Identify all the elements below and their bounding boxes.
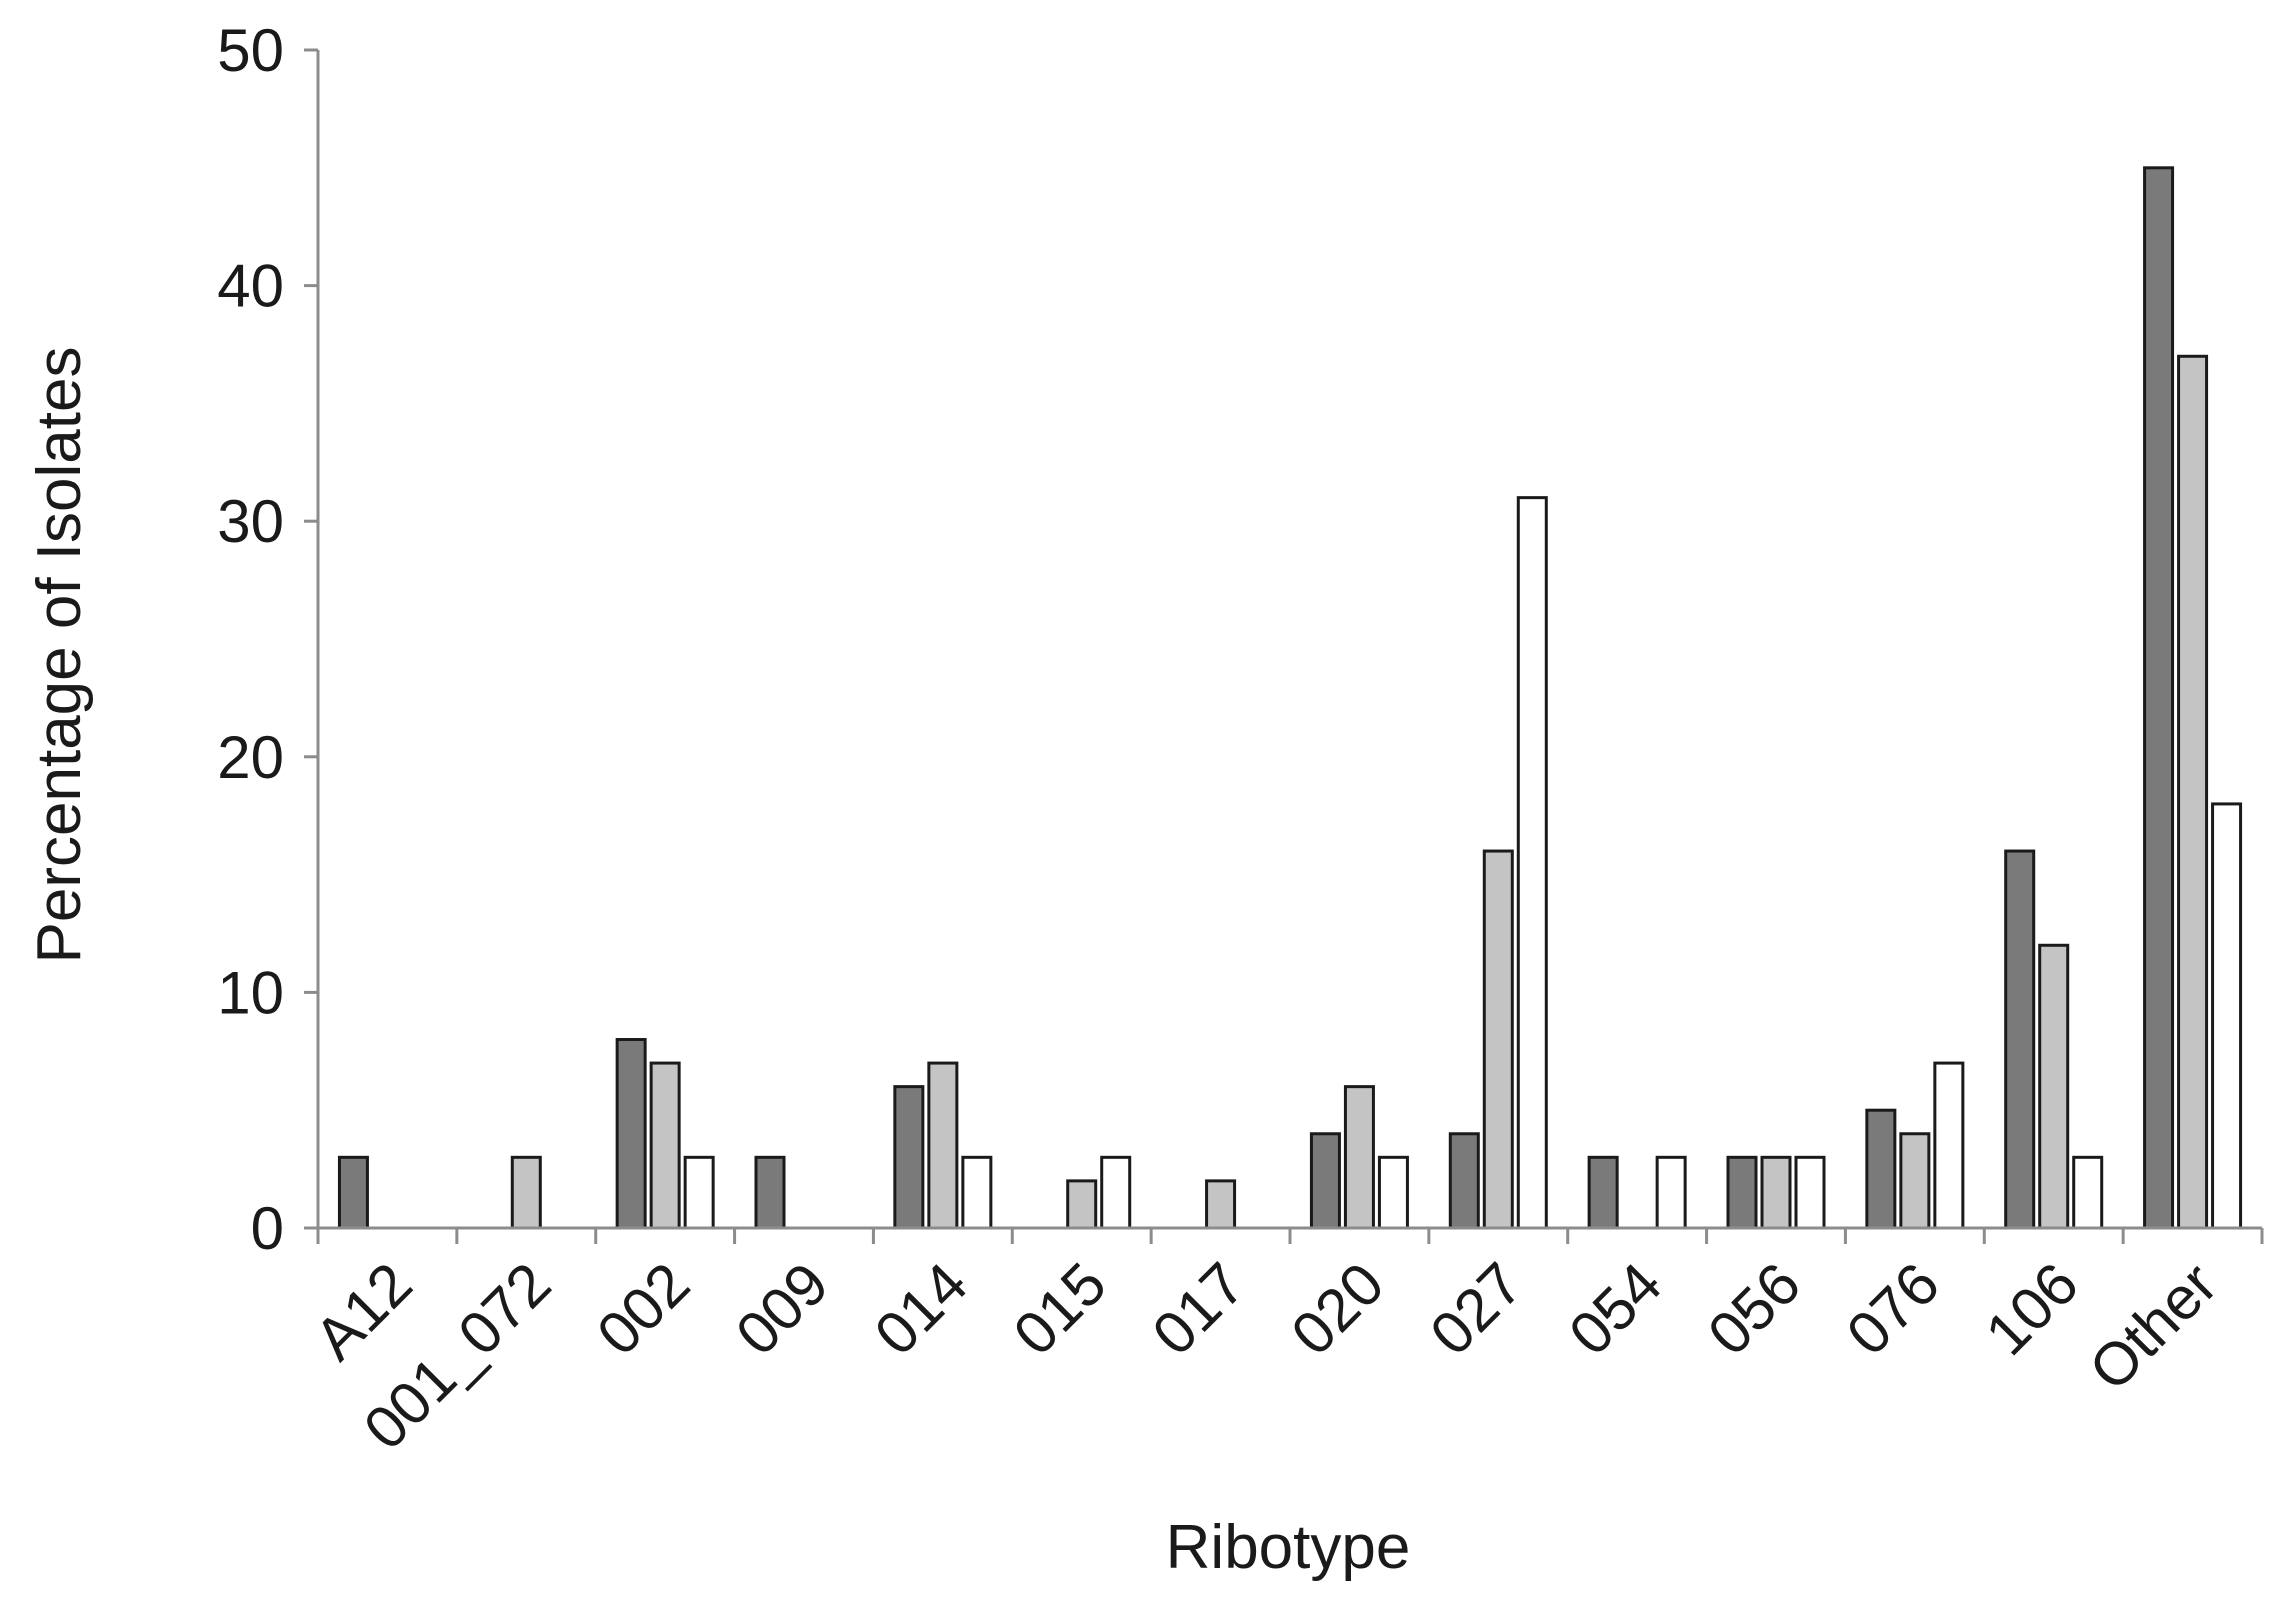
y-axis-ticks: 0 10 20 30 40 50	[217, 17, 318, 1262]
x-tick-label: 002	[584, 1250, 702, 1368]
bar-106-series-2	[2038, 943, 2070, 1230]
bar-054-series-1	[1587, 1155, 1619, 1230]
bar-056-series-2	[1760, 1155, 1792, 1230]
bar-020-series-2	[1343, 1085, 1375, 1230]
x-tick-label: 014	[862, 1250, 980, 1368]
y-tick-label: 0	[251, 1195, 284, 1262]
bar-014-series-3	[961, 1155, 993, 1230]
bar-076-series-2	[1899, 1132, 1931, 1230]
bar-a12-series-1	[337, 1155, 369, 1230]
bar-076-series-1	[1865, 1108, 1897, 1230]
x-tick-label: 017	[1140, 1250, 1258, 1368]
bar-027-series-2	[1482, 849, 1514, 1230]
bar-002-series-3	[683, 1155, 715, 1230]
bar-056-series-3	[1794, 1155, 1826, 1230]
bar-020-series-1	[1309, 1132, 1341, 1230]
bar-076-series-3	[1933, 1061, 1965, 1230]
bar-106-series-3	[2072, 1155, 2104, 1230]
x-tick-label: 106	[1973, 1250, 2091, 1368]
y-tick-label: 30	[217, 488, 284, 555]
bar-027-series-3	[1516, 496, 1548, 1230]
x-tick-label: 054	[1556, 1250, 1674, 1368]
bar-015-series-3	[1100, 1155, 1132, 1230]
x-tick-label: A12	[302, 1250, 425, 1373]
y-tick-label: 10	[217, 959, 284, 1026]
bar-015-series-2	[1066, 1179, 1098, 1230]
bar-106-series-1	[2004, 849, 2036, 1230]
bar-001-072-series-2	[510, 1155, 542, 1230]
bar-other-series-2	[2177, 354, 2209, 1230]
y-axis-title: Percentage of Isolates	[25, 347, 94, 964]
x-tick-label: 009	[723, 1250, 841, 1368]
y-tick-label: 40	[217, 253, 284, 320]
bar-014-series-1	[893, 1085, 925, 1230]
bars-layer	[337, 166, 2243, 1230]
bar-014-series-2	[927, 1061, 959, 1230]
x-tick-label: 015	[1001, 1250, 1119, 1368]
bar-other-series-1	[2143, 166, 2175, 1230]
bar-020-series-3	[1377, 1155, 1409, 1230]
x-tick-label: 056	[1695, 1250, 1813, 1368]
x-axis-title: Ribotype	[1166, 1513, 1411, 1582]
bar-002-series-1	[615, 1038, 647, 1230]
bar-056-series-1	[1726, 1155, 1758, 1230]
y-tick-label: 20	[217, 724, 284, 791]
bar-017-series-2	[1205, 1179, 1237, 1230]
bar-027-series-1	[1448, 1132, 1480, 1230]
bar-054-series-3	[1655, 1155, 1687, 1230]
x-tick-label: Other	[2076, 1250, 2229, 1403]
bar-other-series-3	[2211, 802, 2243, 1230]
bar-009-series-1	[754, 1155, 786, 1230]
x-tick-label: 076	[1834, 1250, 1952, 1368]
x-tick-label: 020	[1278, 1250, 1396, 1368]
y-tick-label: 50	[217, 17, 284, 84]
x-tick-label: 027	[1417, 1250, 1535, 1368]
bar-002-series-2	[649, 1061, 681, 1230]
